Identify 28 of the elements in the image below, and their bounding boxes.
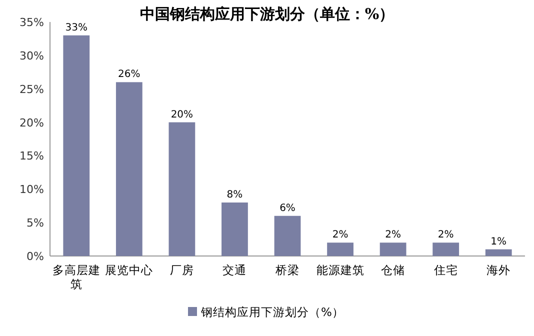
data-label: 33%	[65, 22, 88, 34]
legend: 钢结构应用下游划分（%）	[188, 305, 344, 319]
x-tick-label: 海外	[486, 263, 511, 277]
x-tick-label: 仓储	[381, 263, 406, 277]
x-tick-label: 交通	[222, 263, 247, 277]
y-tick-label: 5%	[26, 216, 44, 230]
x-tick-label: 展览中心	[105, 263, 154, 277]
y-tick-label: 10%	[20, 183, 44, 196]
data-label: 2%	[438, 230, 454, 241]
data-label: 1%	[490, 236, 507, 248]
data-label: 20%	[170, 109, 194, 120]
y-tick-label: 0%	[26, 250, 44, 263]
title: 中国钢结构应用下游划分（单位：%）	[140, 5, 394, 23]
data-label: 2%	[385, 230, 401, 241]
data-label: 2%	[332, 230, 348, 241]
y-tick-label: 20%	[20, 116, 44, 130]
y-tick-label: 30%	[20, 49, 44, 62]
x-tick-label: 厂房	[170, 263, 194, 277]
y-tick-label: 35%	[20, 16, 44, 29]
x-tick-label: 住宅	[432, 263, 458, 277]
x-tick-label: 能源建筑	[316, 263, 364, 277]
data-label: 26%	[118, 69, 140, 80]
data-label: 8%	[226, 190, 243, 201]
x-tick-label: 桥梁	[274, 263, 300, 277]
data-label: 6%	[280, 202, 296, 214]
x-tick-label: 多高层建筑	[52, 263, 100, 291]
y-tick-label: 15%	[20, 150, 44, 163]
y-tick-label: 25%	[20, 82, 44, 96]
